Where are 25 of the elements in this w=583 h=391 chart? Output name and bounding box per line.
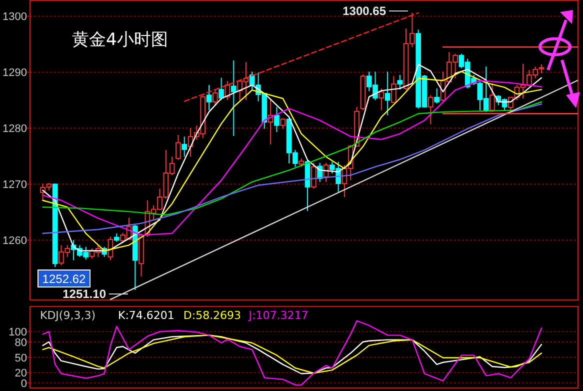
- text: J:107.3217: [248, 309, 308, 322]
- annotation: 1251.10: [62, 287, 106, 301]
- annotation: 1252.62: [42, 272, 86, 286]
- y-tick-label: 1280: [2, 123, 27, 136]
- y-tick-label: 1300: [2, 11, 27, 24]
- candlestick: [206, 84, 212, 111]
- chart-title: KDJ(9,3,3): [40, 309, 96, 322]
- y-tick-label: 80: [14, 336, 27, 349]
- y-tick-label: 1290: [2, 67, 27, 80]
- y-tick-label: 0: [20, 378, 27, 390]
- line-series: [42, 101, 542, 216]
- line-series: [42, 104, 542, 234]
- y-tick-label: 1260: [2, 235, 27, 248]
- candlestick: [182, 136, 188, 158]
- y-tick-label: 50: [14, 352, 27, 364]
- y-tick-label: 100: [8, 326, 27, 339]
- y-tick-label: 20: [14, 368, 27, 380]
- series-label: K:74.6201: [118, 309, 174, 322]
- line-series: [42, 320, 542, 386]
- annotation: 1300.65: [342, 4, 386, 18]
- series-label: D:58.2693: [183, 309, 242, 322]
- candlestick: [230, 60, 236, 137]
- candlestick: [384, 71, 390, 116]
- text: 黄金4小时图: [72, 30, 168, 50]
- y-tick-label: 1270: [2, 179, 27, 192]
